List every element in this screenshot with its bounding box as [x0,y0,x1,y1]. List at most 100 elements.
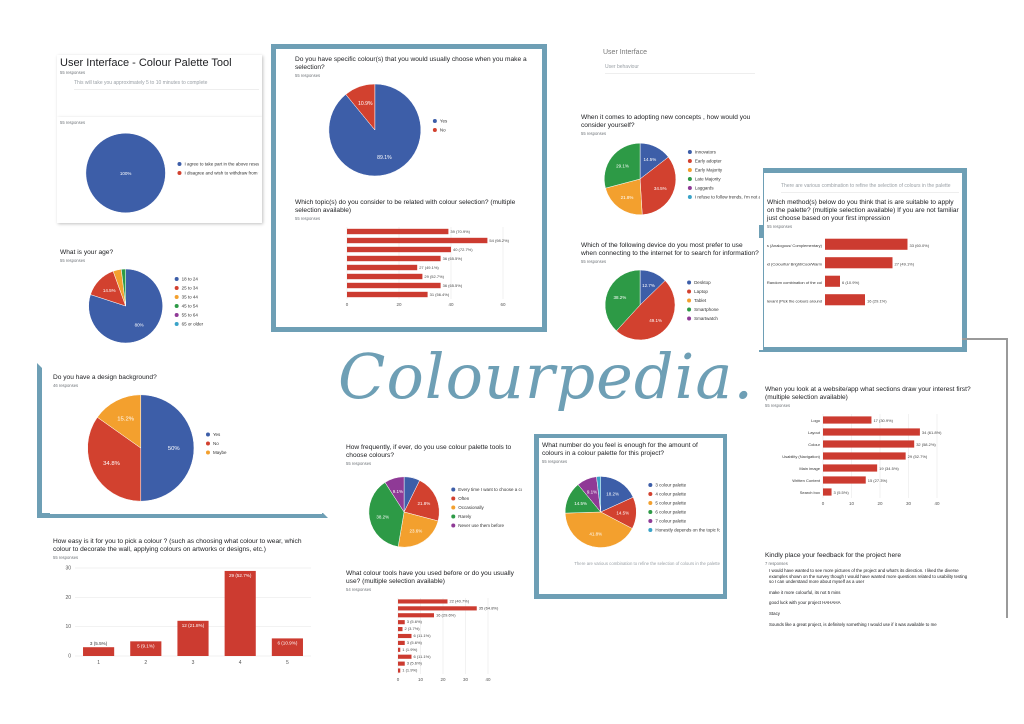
x-tick-label: 4 [239,660,242,666]
chart: 0 20 40 60 39 (70.9%) 54 (98.2%) 40 (72.7%) 36 … [346,227,510,307]
responses: 55 responses [346,461,372,466]
bar [825,275,840,287]
bar [398,654,412,659]
responses: 55 responses [581,259,607,264]
legend-swatch [205,450,210,455]
bar-label: 34 (61.8%) [922,430,942,435]
slice-label: 12.7% [642,283,655,288]
slice-label: 89.1% [377,155,392,161]
legend-label: Smartphone [694,307,719,312]
bar [398,668,401,673]
survey-card: When you look at a website/app what sect… [762,382,974,514]
legend-label: Every time I want to choose a colour [458,487,522,492]
legend-swatch [451,487,456,492]
answer: I would have wanted to see more pictures… [769,568,968,585]
legend-swatch [174,304,179,308]
legend-swatch [687,168,692,172]
bar [347,237,488,244]
chart: 33 (60.0%) Colour Tones (Analogous/ Compl… [767,238,930,306]
chart: 100% I agree to take part in the above re… [85,132,259,214]
legend-swatch [451,523,456,528]
bar-label: 6 (11.1%) [414,654,432,659]
bar [347,255,441,262]
legend-label: 5 colour palette [655,501,686,506]
slice-label: 38.2% [613,295,626,300]
legend-swatch [648,492,653,496]
responses: 55 responses [60,70,86,75]
bar-label: 6 (11.1%) [414,633,432,638]
slice-label: 100% [120,171,132,176]
legend-label: 3 colour palette [655,483,686,488]
bar [398,661,405,666]
question: When you look at a website/app what sect… [765,386,971,401]
divider [1006,338,1008,618]
category-label: Written Content [792,478,821,483]
survey-card: What number do you feel is enough for th… [539,438,723,594]
legend-label: 6 colour palette [655,510,686,515]
frame [271,44,547,332]
legend-swatch [687,289,692,294]
category-label: Search box [800,490,820,495]
bar-label: 27 (49.1%) [895,262,915,267]
category-label: Colour [808,442,820,447]
question: Do you have a design background? [53,374,157,381]
question: What colour tools have you used before o… [346,570,514,585]
question: How easy is it for you to pick a colour … [53,538,302,553]
pie-slice [604,142,641,189]
x-tick-label: 5 [286,660,289,666]
question: Which topic(s) do you consider to be rel… [295,199,516,214]
bar-label: 16 (29.6%) [436,612,456,617]
category-label: Usability (Navigation) [782,454,820,459]
legend-label: 55 to 64 [182,313,199,318]
slice-label: 14.5% [616,511,629,516]
y-tick-label: 20 [65,595,71,601]
survey-card: How frequently, if ever, do you use colo… [343,440,525,564]
x-tick-label: 20 [440,677,446,682]
bar-label: 36 (65.5%) [443,283,463,288]
legend-swatch [174,277,179,281]
survey-card: Do you have specific colour(s) that you … [292,52,540,182]
chart: 50% 34.8% 15.2% Yes No Maybe [87,394,227,502]
responses: 55 responses [542,459,568,464]
bar [398,627,403,632]
bar-label: 17 (30.9%) [873,418,893,423]
responses: 55 responses [60,258,86,263]
chart: 0 10 20 30 3 (5.5%) 1 5 (9.1%) 2 12 (21.8%) 3 29 (… [65,566,311,666]
category-label: Most relevant (Pick the colours around [767,299,822,304]
slice-label: 15.2% [117,417,134,423]
bar [177,620,209,656]
question: Do you have specific colour(s) that you … [295,56,527,71]
note: There are various combination to refine … [781,183,959,193]
legend-label: 65 or older [182,322,204,327]
bar [398,620,405,625]
bar [825,294,865,306]
legend-swatch [205,432,210,437]
legend-swatch [648,501,653,505]
chart: 89.1% 10.9% Yes No [328,83,448,177]
bar [398,647,401,652]
legend-label: Honestly depends on the topic for me [655,528,720,533]
bar-label: 36 (65.5%) [443,256,463,261]
legend-swatch [174,313,179,317]
bar [823,464,878,472]
legend-swatch [687,307,692,312]
question: What number do you feel is enough for th… [542,442,698,457]
slice-label: 14.5% [103,288,116,293]
pie-slice [604,269,641,332]
legend-label: Tablet [694,298,707,303]
bar-label: 39 (70.9%) [450,229,470,234]
legend-swatch [687,150,692,154]
slice-label: 49.1% [649,318,662,323]
legend-swatch [648,519,653,523]
legend-label: Laggards [695,186,715,191]
survey-card: How easy is it for you to pick a colour … [50,534,322,690]
survey-card: Which of the following device do you mos… [578,238,763,350]
bar [83,647,115,656]
legend-swatch [432,128,437,132]
footer: There are various combination to refine … [574,561,720,566]
x-tick-label: 0 [346,302,349,307]
bar [347,228,449,235]
legend-label: I agree to take part in the above resear… [184,162,259,167]
bar-label: 3 (5.6%) [407,619,423,624]
legend-label: I refuse to follow trends, I'm not a she… [695,195,760,200]
